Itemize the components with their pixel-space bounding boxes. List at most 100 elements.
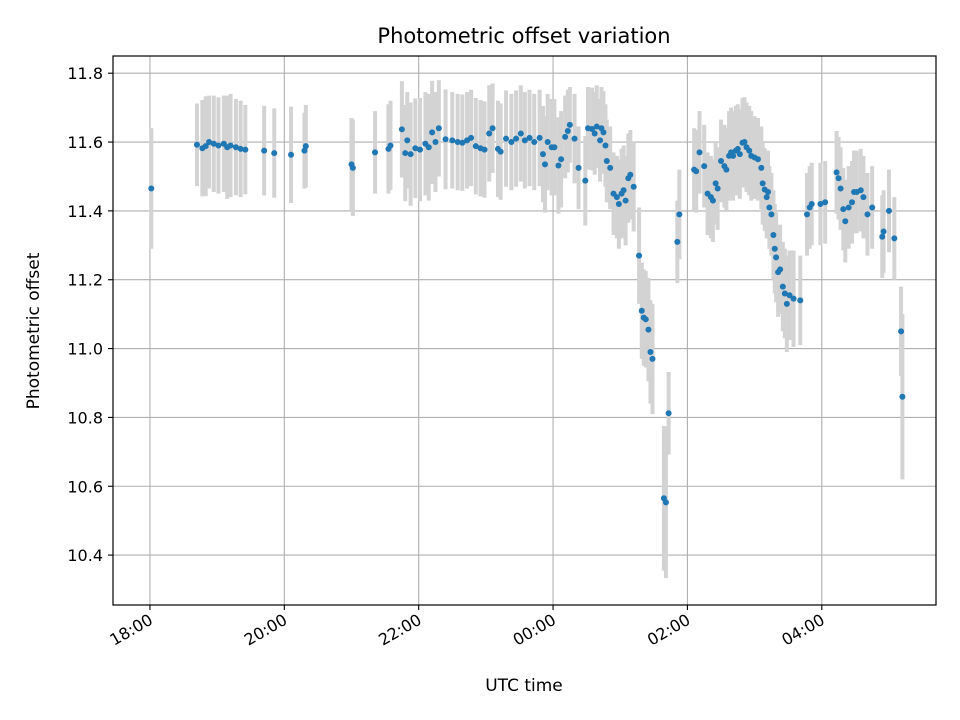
data-point — [864, 211, 871, 218]
data-point — [468, 134, 475, 141]
data-point — [770, 231, 777, 238]
data-point — [860, 194, 867, 201]
y-tick-label: 10.4 — [67, 546, 103, 565]
data-point — [622, 197, 629, 204]
data-point — [582, 177, 589, 184]
data-point — [674, 238, 681, 245]
data-point — [714, 185, 721, 192]
data-point — [779, 283, 786, 290]
data-point — [645, 326, 652, 333]
data-point — [517, 130, 524, 137]
data-point — [701, 163, 708, 170]
data-point — [489, 125, 496, 132]
data-point — [407, 151, 414, 158]
data-point — [591, 130, 598, 137]
plot-frame — [112, 55, 937, 606]
data-point — [759, 180, 766, 187]
data-point — [797, 297, 804, 304]
data-point — [521, 137, 528, 144]
data-point — [589, 125, 596, 132]
data-point — [804, 211, 811, 218]
data-point — [412, 145, 419, 152]
y-tick-label: 11.8 — [67, 64, 103, 83]
y-tick-label: 11.2 — [67, 271, 103, 290]
data-point — [555, 162, 562, 169]
data-point — [417, 146, 424, 153]
data-point — [481, 146, 488, 153]
data-point — [387, 142, 394, 149]
data-point — [497, 148, 504, 155]
chart-title: Photometric offset variation — [377, 24, 670, 48]
data-point — [349, 164, 356, 171]
data-point — [885, 207, 892, 214]
data-point — [302, 143, 309, 150]
data-point — [435, 125, 442, 132]
data-point — [765, 188, 772, 195]
y-tick-label: 10.8 — [67, 408, 103, 427]
data-point — [786, 292, 793, 299]
data-point — [425, 144, 432, 151]
data-point — [842, 218, 849, 225]
data-point — [741, 139, 748, 146]
data-point — [763, 194, 770, 201]
data-point — [288, 151, 295, 158]
data-point — [723, 166, 730, 173]
y-axis-ticks: 10.4 10.6 10.8 11.0 11.2 11.4 11.6 11.8 — [67, 64, 113, 565]
data-point — [531, 139, 538, 146]
data-point — [636, 252, 643, 259]
data-point — [696, 149, 703, 156]
data-point — [771, 245, 778, 252]
data-point — [730, 152, 737, 159]
data-point — [777, 266, 784, 273]
data-point — [372, 149, 379, 156]
data-point — [676, 211, 683, 218]
data-point — [429, 129, 436, 136]
data-point — [615, 201, 622, 208]
data-point — [736, 151, 743, 158]
data-point — [242, 146, 249, 153]
data-point — [766, 204, 773, 211]
data-point — [781, 290, 788, 297]
data-point — [602, 142, 609, 149]
data-point — [402, 150, 409, 157]
data-point — [620, 187, 627, 194]
data-point — [597, 137, 604, 144]
data-point — [754, 156, 761, 163]
data-point — [857, 187, 864, 194]
data-point — [869, 204, 876, 211]
data-point — [693, 168, 700, 175]
data-point — [404, 137, 411, 144]
data-point — [837, 185, 844, 192]
data-point — [558, 156, 565, 163]
data-point — [227, 142, 234, 149]
data-point — [449, 137, 456, 144]
data-point — [603, 157, 610, 164]
data-point — [472, 143, 479, 150]
data-point — [432, 139, 439, 146]
data-point — [833, 169, 840, 176]
data-point — [215, 142, 222, 149]
data-point — [891, 235, 898, 242]
data-point — [508, 139, 515, 146]
data-point — [237, 145, 244, 152]
data-point — [817, 201, 824, 208]
data-point — [551, 144, 558, 151]
x-axis-title: UTC time — [485, 676, 563, 696]
data-point — [526, 134, 533, 141]
data-point — [564, 128, 571, 135]
data-point — [879, 233, 886, 240]
data-point — [261, 147, 268, 154]
data-point — [232, 144, 239, 151]
data-point — [562, 133, 569, 140]
data-point — [638, 307, 645, 314]
data-point — [513, 135, 520, 142]
data-point — [593, 123, 600, 130]
data-point — [647, 349, 654, 356]
data-point — [442, 136, 449, 143]
data-point — [783, 300, 790, 307]
data-point — [398, 126, 405, 133]
data-point — [746, 147, 753, 154]
data-point — [849, 199, 856, 206]
data-point — [544, 139, 551, 146]
